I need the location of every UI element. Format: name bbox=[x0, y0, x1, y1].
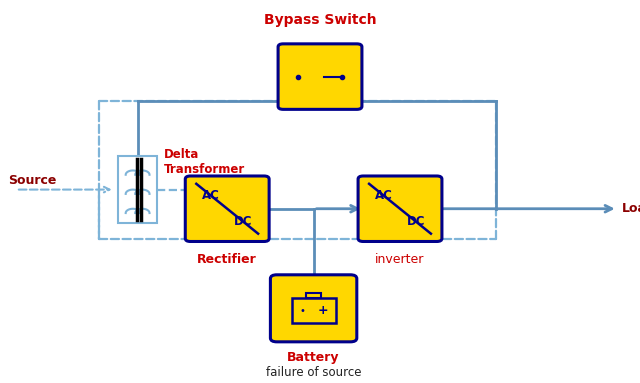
FancyBboxPatch shape bbox=[292, 298, 335, 323]
Text: inverter: inverter bbox=[375, 253, 425, 266]
Text: Load: Load bbox=[622, 202, 640, 215]
Text: Source: Source bbox=[8, 173, 56, 187]
Text: DC: DC bbox=[407, 215, 426, 228]
FancyBboxPatch shape bbox=[278, 44, 362, 110]
FancyBboxPatch shape bbox=[270, 275, 357, 342]
FancyBboxPatch shape bbox=[306, 293, 321, 298]
Text: DC: DC bbox=[234, 215, 253, 228]
Text: •: • bbox=[300, 306, 305, 316]
FancyBboxPatch shape bbox=[186, 176, 269, 242]
FancyBboxPatch shape bbox=[358, 176, 442, 242]
Text: AC: AC bbox=[375, 189, 393, 202]
Text: Rectifier: Rectifier bbox=[197, 253, 257, 266]
FancyBboxPatch shape bbox=[118, 156, 157, 223]
Text: Bypass Switch: Bypass Switch bbox=[264, 13, 376, 27]
Text: AC: AC bbox=[202, 189, 220, 202]
Text: failure of source: failure of source bbox=[266, 366, 362, 379]
Text: Battery: Battery bbox=[287, 352, 340, 364]
Text: Delta
Transformer: Delta Transformer bbox=[164, 148, 245, 176]
Text: +: + bbox=[318, 304, 328, 317]
